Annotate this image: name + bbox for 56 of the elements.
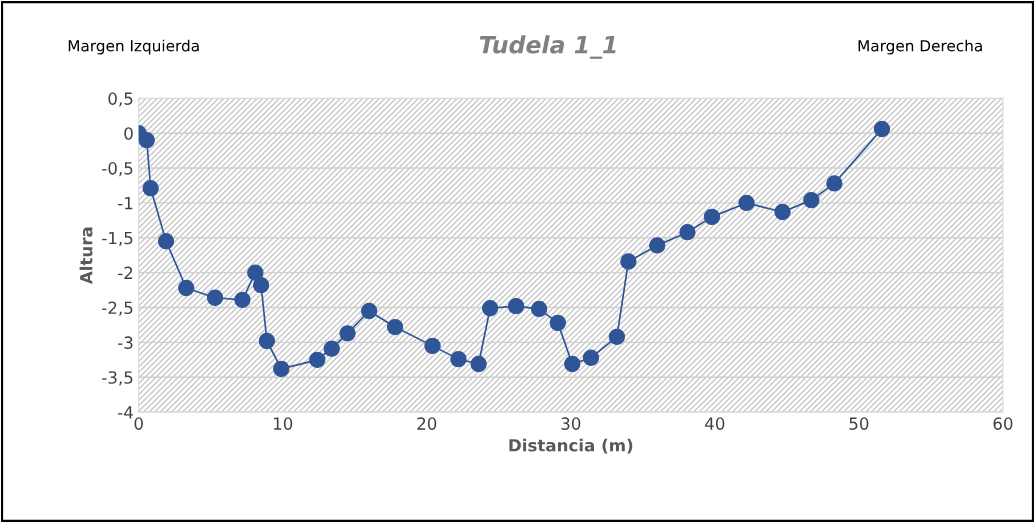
point bbox=[252, 277, 270, 294]
x-tick-label: 0 bbox=[134, 417, 143, 430]
point bbox=[234, 291, 251, 309]
point bbox=[549, 314, 566, 332]
point bbox=[481, 300, 499, 317]
point bbox=[530, 300, 548, 318]
point bbox=[360, 302, 378, 320]
y-tick-label: -2,5 bbox=[102, 301, 133, 316]
point bbox=[323, 340, 340, 357]
x-tick-label: 30 bbox=[561, 417, 581, 430]
point bbox=[738, 194, 755, 212]
x-tick-label: 60 bbox=[993, 417, 1013, 430]
point bbox=[649, 237, 666, 254]
point bbox=[507, 297, 525, 315]
y-tick-label: 0,5 bbox=[108, 92, 133, 107]
y-tick-label: -4 bbox=[118, 406, 133, 419]
point bbox=[582, 349, 600, 366]
y-tick-label: -1 bbox=[118, 197, 133, 210]
point bbox=[873, 120, 891, 138]
x-tick-label: 40 bbox=[705, 417, 725, 430]
point bbox=[620, 253, 637, 270]
point bbox=[142, 180, 159, 197]
point bbox=[247, 264, 264, 281]
point bbox=[178, 279, 195, 297]
point bbox=[339, 325, 356, 342]
point bbox=[470, 355, 487, 373]
point bbox=[386, 318, 404, 336]
y-tick-label: -0,5 bbox=[102, 162, 133, 177]
x-tick-label: 50 bbox=[849, 417, 869, 430]
text: Margen Derecha bbox=[858, 39, 982, 55]
y-tick-label: -3,5 bbox=[102, 371, 133, 386]
point bbox=[608, 328, 626, 345]
point bbox=[258, 332, 276, 350]
point bbox=[424, 337, 441, 355]
point bbox=[826, 175, 843, 192]
chart-title: Tudela 1_1 bbox=[479, 35, 616, 59]
y-tick-label: -3 bbox=[118, 336, 133, 349]
x-axis-title: Distancia (m) bbox=[509, 438, 633, 454]
x-tick-label: 20 bbox=[417, 417, 437, 430]
point bbox=[273, 360, 290, 378]
point bbox=[803, 191, 820, 209]
point bbox=[774, 203, 791, 221]
y-tick-label: -2 bbox=[118, 266, 133, 279]
y-tick-label: 0 bbox=[124, 127, 133, 140]
point bbox=[309, 351, 326, 368]
point bbox=[564, 355, 581, 373]
point bbox=[206, 289, 224, 306]
point bbox=[157, 233, 175, 250]
y-axis-title: Altura bbox=[79, 227, 93, 285]
point bbox=[679, 224, 696, 241]
x-tick-label: 10 bbox=[273, 417, 293, 430]
point bbox=[703, 208, 721, 226]
y-tick-label: -1,5 bbox=[102, 231, 133, 247]
point bbox=[450, 350, 467, 368]
text: Margen Izquierda bbox=[68, 39, 199, 55]
point bbox=[138, 132, 155, 149]
